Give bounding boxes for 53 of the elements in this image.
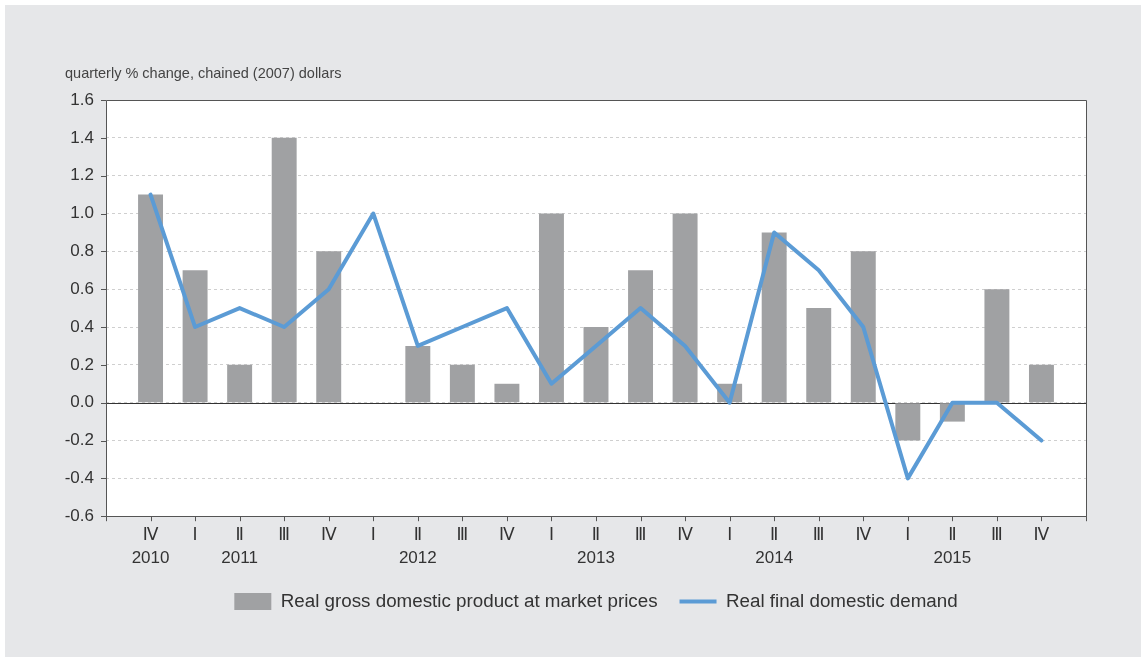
bar: [806, 308, 832, 403]
x-tick-label: Ⅰ: [548, 525, 554, 545]
legend-label: Real gross domestic product at market prices: [280, 589, 658, 611]
bar: [984, 289, 1010, 403]
x-tick-label: Ⅲ: [456, 525, 469, 545]
x-tick-label: Ⅱ 2011: [221, 525, 258, 568]
y-tick-label: 0.8: [70, 241, 94, 261]
legend-label: Real final domestic demand: [725, 589, 958, 611]
x-tick-label: Ⅳ: [499, 525, 516, 545]
y-tick-label: -0.6: [64, 505, 94, 525]
x-tick-label: Ⅲ: [812, 525, 825, 545]
bar: [628, 270, 654, 403]
x-tick-label: Ⅳ: [320, 525, 337, 545]
x-tick-label: Ⅱ 2012: [398, 525, 437, 568]
bar: [850, 251, 876, 403]
x-tick-label: Ⅳ: [677, 525, 694, 545]
bar: [316, 251, 342, 403]
x-tick-label: Ⅲ: [991, 525, 1003, 545]
y-tick-label: 1.0: [70, 203, 94, 223]
bar: [227, 364, 253, 403]
x-tick-label: Ⅱ 2014: [755, 525, 794, 568]
y-tick-label: -0.4: [64, 468, 94, 488]
y-tick-label: -0.2: [64, 430, 94, 450]
bar: [494, 383, 520, 403]
x-tick-label: Ⅰ: [905, 525, 911, 545]
y-tick-label: 0.2: [70, 354, 94, 374]
bar: [182, 270, 208, 403]
y-tick-label: 0.0: [70, 392, 94, 412]
x-tick-label: Ⅰ: [370, 525, 376, 545]
y-tick-label: 1.4: [70, 127, 94, 147]
bar: [405, 345, 431, 403]
x-tick-label: Ⅰ: [727, 525, 733, 545]
y-tick-label: 1.6: [70, 89, 94, 109]
bar: [449, 364, 475, 403]
y-axis-title: quarterly % change, chained (2007) dollars: [65, 65, 342, 81]
y-tick-label: 1.2: [70, 165, 94, 185]
bar: [1028, 364, 1054, 403]
x-tick-label: Ⅱ 2015: [933, 525, 972, 568]
bar: [138, 194, 164, 403]
y-tick-label: 0.6: [70, 278, 94, 298]
x-tick-label: Ⅳ 2010: [131, 525, 170, 568]
x-tick-label: Ⅱ 2013: [577, 525, 615, 568]
x-tick-label: Ⅰ: [192, 525, 198, 545]
bar: [271, 137, 297, 403]
x-tick-label: Ⅲ: [634, 525, 647, 545]
y-tick-label: 0.4: [70, 316, 94, 336]
bar: [895, 403, 921, 441]
x-tick-label: Ⅲ: [278, 525, 291, 545]
bar: [538, 213, 564, 403]
x-tick-label: Ⅳ: [1033, 525, 1050, 545]
bar: [672, 213, 698, 403]
bar: [761, 232, 787, 403]
x-tick-label: Ⅳ: [855, 525, 872, 545]
